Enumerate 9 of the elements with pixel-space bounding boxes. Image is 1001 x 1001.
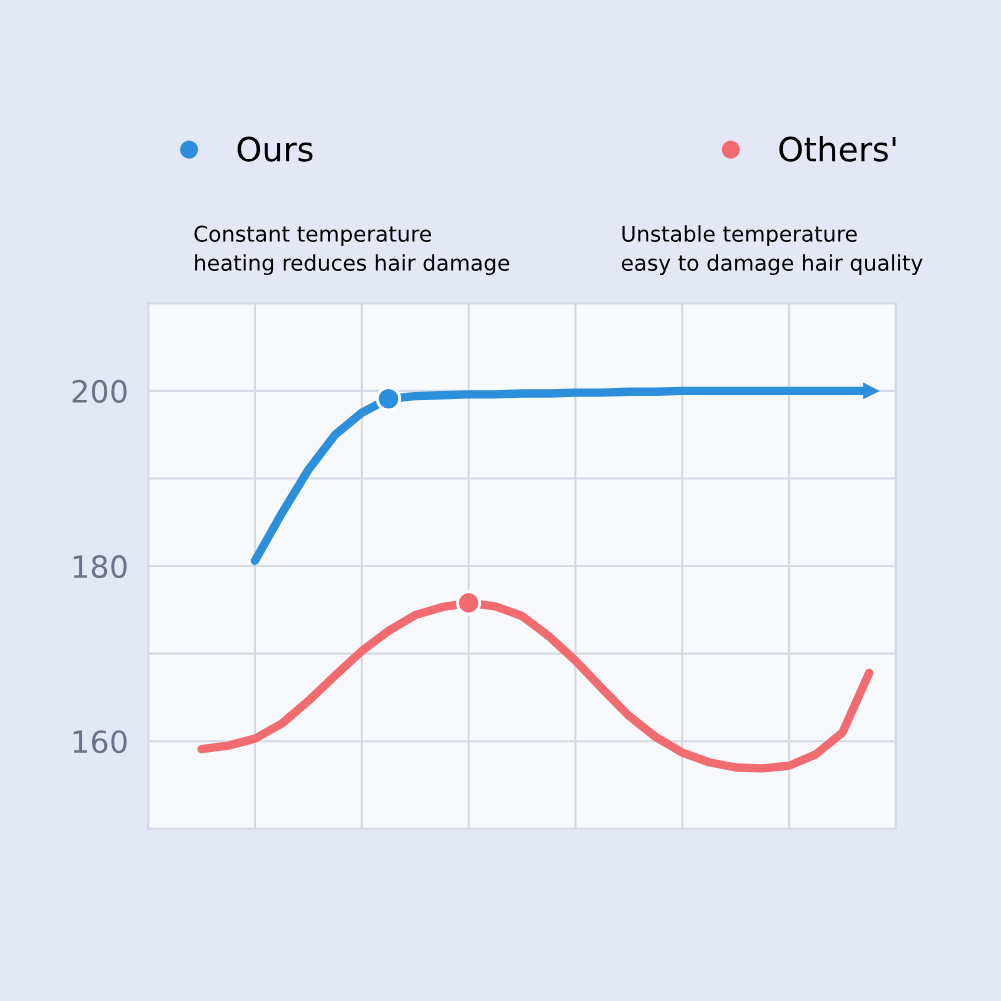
point: [456, 590, 482, 616]
point: [375, 386, 402, 412]
legend-label: Ours: [237, 136, 313, 162]
legend-label: Others': [779, 135, 896, 162]
y-tick-label: 200: [72, 379, 127, 403]
text: Constant temperature heating reduces hair damage: [194, 225, 510, 276]
y-tick-label: 180: [73, 555, 127, 579]
text: Unstable temperature easy to damage hair quality: [621, 225, 923, 276]
y-tick-label: 160: [73, 730, 127, 754]
